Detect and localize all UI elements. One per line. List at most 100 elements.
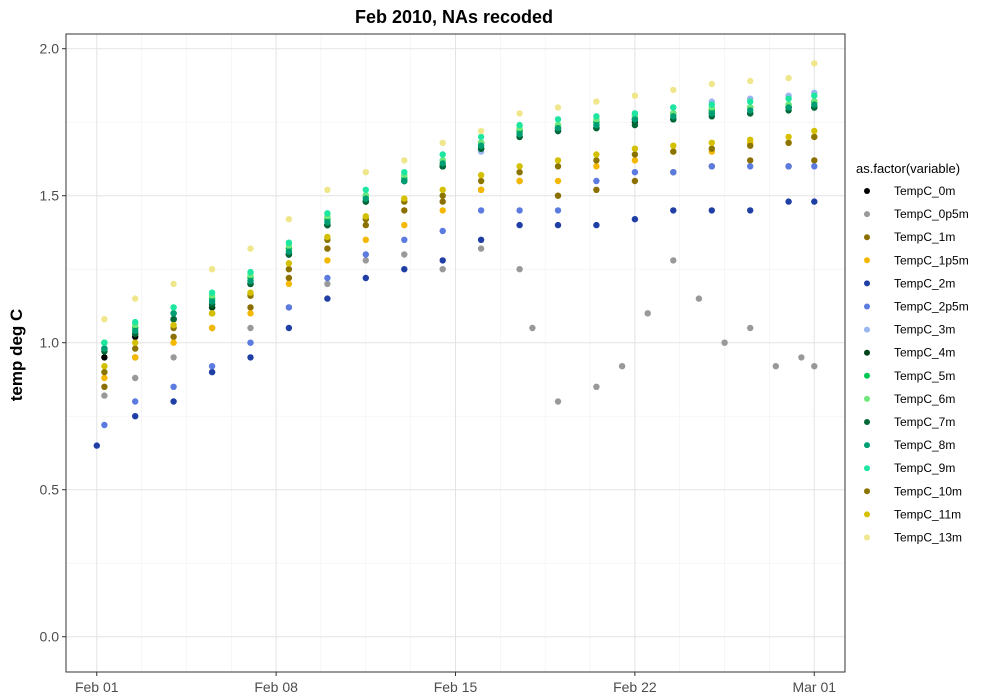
data-point xyxy=(362,186,369,193)
data-point xyxy=(208,363,216,370)
data-point xyxy=(811,60,818,67)
x-tick-label: Feb 22 xyxy=(613,679,657,695)
legend-label: TempC_11m xyxy=(894,507,961,521)
data-point xyxy=(747,107,754,114)
data-point xyxy=(631,169,639,176)
legend-label: TempC_8m xyxy=(894,438,955,452)
legend-item: TempC_7m xyxy=(864,415,955,429)
data-point xyxy=(477,142,485,149)
legend-item: TempC_8m xyxy=(864,438,955,452)
legend-label: TempC_10m xyxy=(894,484,962,498)
data-point xyxy=(477,177,485,185)
data-point xyxy=(747,77,754,85)
data-point xyxy=(631,92,639,99)
data-point xyxy=(208,368,216,376)
data-point xyxy=(670,148,677,155)
data-point xyxy=(101,316,108,323)
data-points xyxy=(93,60,818,449)
data-point xyxy=(811,101,818,108)
data-point xyxy=(362,221,369,229)
data-point xyxy=(93,442,101,449)
data-point xyxy=(208,324,216,332)
data-point xyxy=(670,86,677,94)
data-point xyxy=(747,142,754,149)
data-point xyxy=(324,186,331,193)
data-point xyxy=(593,186,600,193)
legend-item: TempC_10m xyxy=(864,484,962,498)
data-point xyxy=(101,374,108,382)
data-point xyxy=(477,171,485,179)
data-point xyxy=(747,98,754,105)
legend-key xyxy=(864,419,870,425)
data-point xyxy=(811,157,818,164)
legend-item: TempC_0p5m xyxy=(864,207,969,221)
legend-key xyxy=(864,349,870,356)
data-point xyxy=(631,151,639,158)
legend-label: TempC_13m xyxy=(894,531,962,545)
legend-item: TempC_9m xyxy=(864,461,955,475)
data-point xyxy=(747,163,754,170)
data-point xyxy=(247,324,254,332)
data-point xyxy=(708,207,715,214)
data-point xyxy=(401,177,408,185)
data-point xyxy=(208,266,216,273)
legend: as.factor(variable) TempC_0m TempC_0p5m Te… xyxy=(856,161,969,545)
data-point xyxy=(516,207,523,214)
data-point xyxy=(811,363,818,370)
data-point xyxy=(247,354,254,361)
legend-item: TempC_3m xyxy=(864,323,955,337)
y-tick-label: 1.0 xyxy=(40,335,60,351)
legend-key xyxy=(864,465,870,472)
data-point xyxy=(101,383,108,390)
data-point xyxy=(439,139,446,146)
data-point xyxy=(554,207,562,214)
data-point xyxy=(747,136,754,143)
legend-key xyxy=(864,234,870,241)
data-point xyxy=(285,239,293,246)
data-point xyxy=(208,310,216,317)
data-point xyxy=(747,157,754,164)
legend-key xyxy=(864,488,870,495)
data-point xyxy=(670,257,677,264)
data-point xyxy=(285,280,293,288)
data-point xyxy=(670,169,677,176)
data-point xyxy=(516,221,523,229)
data-point xyxy=(593,98,600,105)
data-point xyxy=(439,186,446,193)
data-point xyxy=(670,207,677,214)
data-point xyxy=(439,266,446,273)
data-point xyxy=(631,177,639,185)
legend-label: TempC_2m xyxy=(894,276,955,290)
legend-key xyxy=(864,211,870,218)
data-point xyxy=(208,298,216,305)
data-point xyxy=(132,374,139,382)
data-point xyxy=(132,318,139,326)
data-point xyxy=(170,310,177,317)
data-point xyxy=(618,363,626,370)
data-point xyxy=(811,92,818,99)
data-point xyxy=(631,157,639,164)
data-point xyxy=(132,295,139,302)
data-point xyxy=(132,354,139,361)
data-point xyxy=(101,354,108,361)
data-point xyxy=(516,266,523,273)
data-point xyxy=(285,274,293,282)
legend-label: TempC_5m xyxy=(894,369,955,383)
data-point xyxy=(439,160,446,167)
data-point xyxy=(401,157,408,164)
data-point xyxy=(101,368,108,376)
data-point xyxy=(132,327,139,335)
data-point xyxy=(593,383,600,390)
data-point xyxy=(708,110,715,117)
data-point xyxy=(631,145,639,152)
data-point xyxy=(670,113,677,120)
data-point xyxy=(631,116,639,123)
series-TempC_2m xyxy=(93,198,818,449)
data-point xyxy=(516,130,523,138)
data-point xyxy=(439,192,446,199)
data-point xyxy=(593,177,600,185)
data-point xyxy=(554,177,562,185)
data-point xyxy=(170,321,177,329)
data-point xyxy=(747,324,754,332)
data-point xyxy=(401,207,408,214)
